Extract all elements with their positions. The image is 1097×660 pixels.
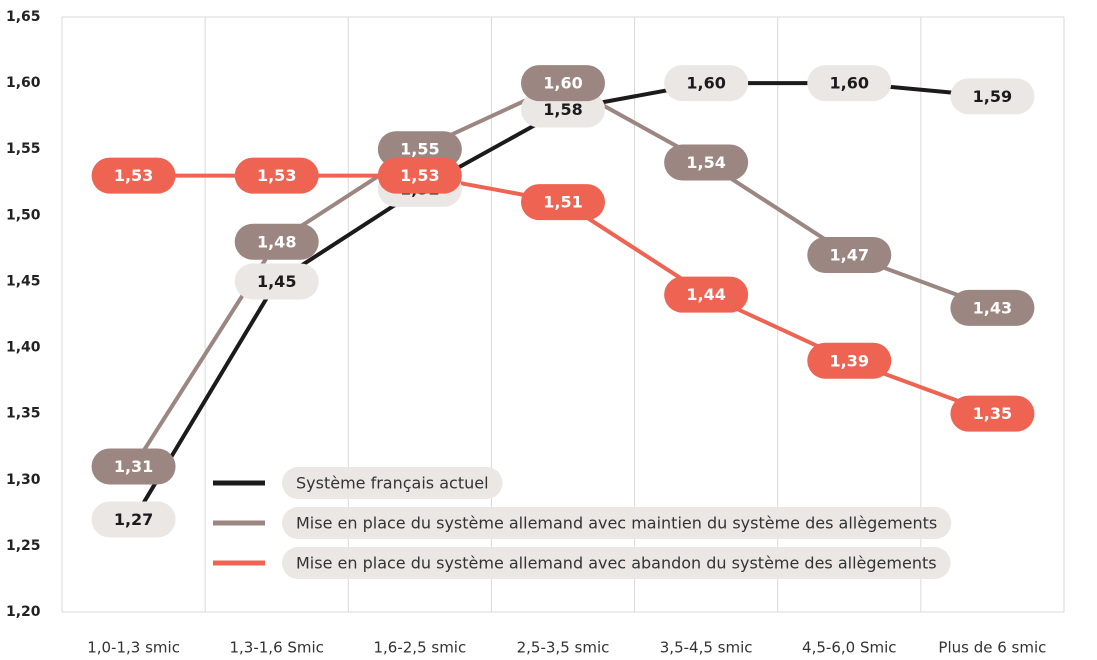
data-label-bg (234, 263, 319, 300)
y-tick-label: 1,45 (6, 273, 41, 289)
legend-label: Système français actuel (296, 474, 489, 493)
data-label: 1,31 (114, 457, 153, 476)
data-label: 1,43 (973, 298, 1012, 317)
y-tick-label: 1,25 (6, 538, 41, 554)
x-tick-label: 4,5-6,0 Smic (802, 639, 896, 657)
data-label-bg (950, 289, 1035, 326)
data-label: 1,45 (257, 272, 296, 291)
data-label: 1,60 (686, 74, 725, 93)
data-label-bg (377, 157, 462, 194)
data-label-bg (807, 237, 892, 273)
x-tick-label: Plus de 6 smic (938, 639, 1046, 657)
data-label: 1,44 (686, 285, 725, 304)
data-label-bg (664, 276, 749, 313)
data-label: 1,53 (257, 166, 296, 185)
x-tick-label: 3,5-4,5 smic (660, 639, 753, 657)
data-label-bg (234, 223, 319, 260)
data-label: 1,53 (114, 166, 153, 185)
data-label: 1,27 (114, 510, 153, 529)
y-tick-label: 1,60 (6, 75, 41, 91)
data-label-bg (950, 395, 1035, 432)
y-tick-label: 1,35 (6, 406, 41, 422)
y-tick-label: 1,55 (6, 141, 41, 157)
data-label: 1,59 (973, 87, 1012, 106)
y-tick-label: 1,65 (6, 9, 41, 25)
x-tick-label: 2,5-3,5 smic (517, 639, 610, 657)
data-label-bg (521, 65, 605, 102)
data-label: 1,47 (830, 246, 869, 265)
legend-label: Mise en place du système allemand avec a… (296, 554, 937, 573)
x-tick-label: 1,0-1,3 smic (87, 639, 180, 657)
data-label-bg (664, 144, 749, 181)
data-label: 1,53 (400, 166, 439, 185)
y-tick-label: 1,40 (6, 340, 41, 356)
data-label-bg (664, 65, 749, 102)
data-label-bg (91, 157, 176, 194)
y-tick-label: 1,20 (6, 604, 41, 620)
data-label-bg (91, 448, 176, 485)
data-label: 1,35 (973, 404, 1012, 423)
data-label: 1,48 (257, 232, 296, 251)
data-label-bg (807, 342, 892, 379)
legend-label-bg (282, 467, 503, 499)
x-tick-label: 1,6-2,5 smic (373, 639, 466, 657)
data-label-bg (521, 184, 605, 221)
data-label: 1,58 (543, 100, 582, 119)
legend-label-bg (282, 547, 951, 579)
y-tick-label: 1,30 (6, 472, 41, 488)
series-line (131, 81, 993, 521)
data-label: 1,60 (543, 74, 582, 93)
y-tick-label: 1,50 (6, 207, 41, 223)
legend-label: Mise en place du système allemand avec m… (296, 514, 937, 533)
data-label-bg (807, 65, 892, 102)
data-label: 1,51 (543, 193, 582, 212)
data-label-bg (950, 78, 1035, 115)
x-tick-label: 1,3-1,6 Smic (229, 639, 323, 657)
data-label-bg (91, 501, 176, 538)
data-label: 1,55 (400, 140, 439, 159)
legend-label-bg (282, 507, 952, 539)
data-label: 1,39 (830, 351, 869, 370)
data-label: 1,54 (686, 153, 725, 172)
data-label: 1,60 (830, 74, 869, 93)
data-label-bg (234, 157, 319, 194)
